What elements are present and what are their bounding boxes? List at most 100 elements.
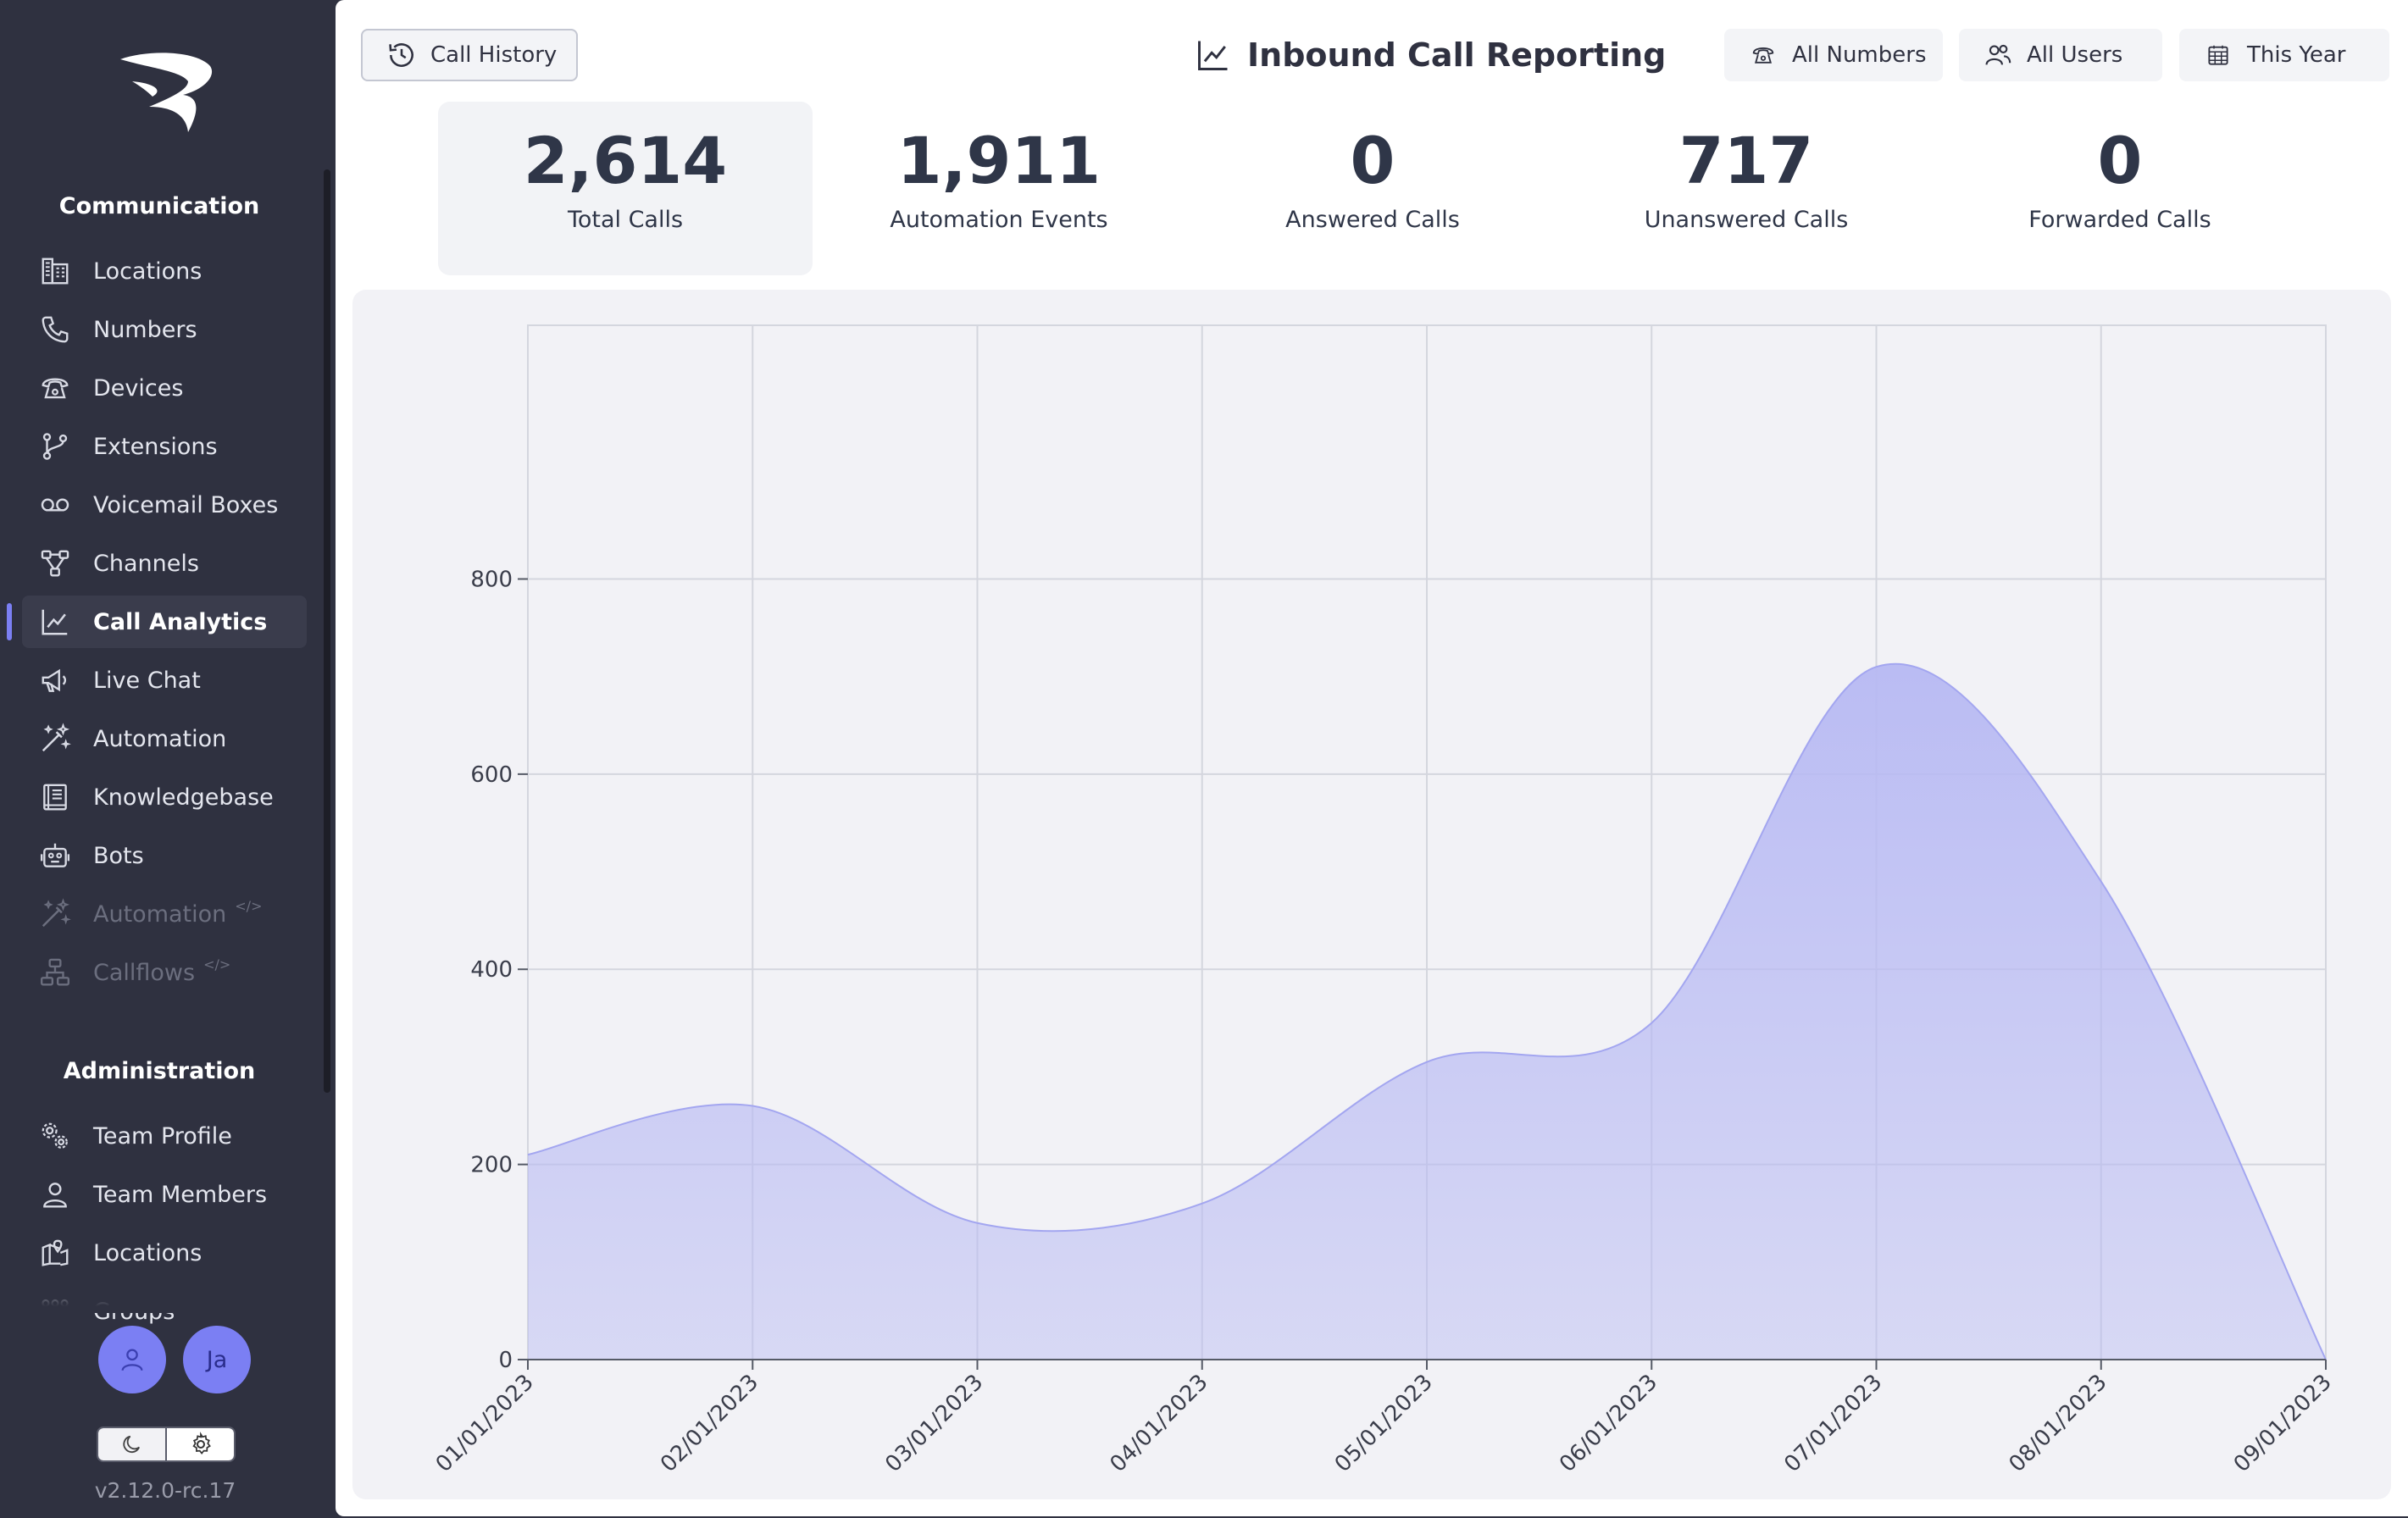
line-chart-icon [39,605,78,639]
stat-label: Answered Calls [1285,206,1460,233]
desk-phone-icon [1746,38,1780,72]
section-title-communication: Communication [58,193,260,219]
sidebar-item-label: Channels [93,550,199,577]
y-tick-label: 400 [470,957,513,983]
y-tick-label: 0 [498,1348,513,1373]
book-icon [39,780,78,814]
stat-value: 0 [2097,123,2143,198]
area-line [527,662,2327,1360]
theme-toggle[interactable] [97,1427,236,1462]
y-tick-label: 200 [470,1153,513,1178]
all-users-label: All Users [2027,42,2123,68]
sidebar-item-label: Automation [93,900,227,928]
stat-automation-events[interactable]: 1,911 Automation Events [812,102,1186,275]
git-branch-icon [39,429,78,463]
user-icon [39,1177,78,1211]
users-icon [1981,38,2015,72]
sidebar-item-devices[interactable]: Devices [22,362,307,414]
sidebar-item-label: Team Members [93,1181,268,1208]
sidebar: Communication Locations Numbers Devices Exte… [0,0,336,1518]
x-tick-label: 01/01/2023 [431,1370,539,1477]
stat-label: Automation Events [890,206,1108,233]
stat-value: 0 [1350,123,1395,198]
main-panel: Call History Inbound Call Reporting All … [336,0,2408,1516]
sidebar-item-numbers[interactable]: Numbers [22,303,307,356]
sidebar-item-locations[interactable]: Locations [22,1227,307,1279]
nav-scroll-fade [0,1279,322,1313]
all-numbers-label: All Numbers [1792,42,1927,68]
x-tick-label: 03/01/2023 [880,1370,988,1477]
sidebar-item-bots[interactable]: Bots [22,829,307,882]
team-avatar[interactable]: Ja [183,1326,251,1393]
sidebar-item-automation[interactable]: Automation [22,712,307,765]
magic-wand-icon [39,897,78,931]
sidebar-item-label: Knowledgebase [93,784,274,811]
sidebar-item-channels[interactable]: Channels [22,537,307,590]
this-year-label: This Year [2247,42,2346,68]
magic-wand-icon [39,722,78,756]
stat-label: Unanswered Calls [1644,206,1849,233]
brand-logo[interactable] [115,47,217,139]
robot-icon [39,839,78,873]
sidebar-item-team-profile[interactable]: Team Profile [22,1110,307,1162]
x-tick-label: 05/01/2023 [1330,1370,1438,1477]
building-icon [39,254,78,288]
sidebar-item-label: Team Profile [93,1122,232,1150]
page-title-text: Inbound Call Reporting [1247,36,1667,74]
all-numbers-filter[interactable]: All Numbers [1724,29,1943,81]
line-chart-icon [1195,36,1232,74]
sidebar-item-knowledgebase[interactable]: Knowledgebase [22,771,307,823]
cogs-icon [39,1119,78,1153]
sidebar-item-extensions[interactable]: Extensions [22,420,307,473]
call-history-label: Call History [430,42,558,68]
x-tick-label: 09/01/2023 [2229,1370,2337,1477]
dark-mode-option[interactable] [98,1428,165,1460]
sidebar-item-label: Devices [93,374,184,402]
active-nav-indicator [7,603,12,640]
phone-icon [39,313,78,346]
all-users-filter[interactable]: All Users [1959,29,2162,81]
sitemap-icon [39,956,78,989]
dev-code-tag: </> [203,956,231,972]
stat-unanswered-calls[interactable]: 717 Unanswered Calls [1559,102,1934,275]
sidebar-item-label: Numbers [93,316,197,343]
sidebar-item-label: Locations [93,1239,203,1266]
sidebar-item-voicemail-boxes[interactable]: Voicemail Boxes [22,479,307,531]
system-theme-option[interactable] [167,1428,234,1460]
stat-label: Forwarded Calls [2028,206,2211,233]
call-history-button[interactable]: Call History [361,29,578,81]
sidebar-item-live-chat[interactable]: Live Chat [22,654,307,706]
sidebar-item-automation-dev: Automation </> [22,888,307,940]
call-analytics-chart: 0 200 400 600 800 01/01/2023 02/01/2023 03/01/2… [352,290,2391,1499]
stat-total-calls[interactable]: 2,614 Total Calls [438,102,813,275]
stat-answered-calls[interactable]: 0 Answered Calls [1185,102,1560,275]
app-version: v2.12.0-rc.17 [94,1478,236,1503]
sidebar-item-label: Callflows [93,959,196,986]
x-tick-label: 02/01/2023 [656,1370,763,1477]
user-icon [121,1349,143,1371]
user-avatar[interactable] [98,1326,166,1393]
calendar-icon [2201,38,2235,72]
moon-icon [122,1435,140,1454]
stat-value: 717 [1678,123,1814,198]
x-tick-label: 04/01/2023 [1106,1370,1213,1477]
y-tick-label: 800 [470,567,513,592]
map-icon [39,1236,78,1270]
sidebar-item-label: Automation [93,725,227,752]
share-nodes-icon [39,546,78,580]
gear-icon [191,1432,211,1455]
sidebar-scrollbar[interactable] [324,169,330,1093]
megaphone-icon [39,663,78,697]
sidebar-item-label: Live Chat [93,667,201,694]
y-tick-label: 600 [470,762,513,788]
sidebar-item-locations[interactable]: Locations [22,245,307,297]
sidebar-item-call-analytics[interactable]: Call Analytics [22,596,307,648]
dev-code-tag: </> [235,897,263,914]
this-year-filter[interactable]: This Year [2179,29,2389,81]
history-icon [385,38,419,72]
area-fill [528,663,2326,1360]
stat-forwarded-calls[interactable]: 0 Forwarded Calls [1933,102,2307,275]
sidebar-item-team-members[interactable]: Team Members [22,1168,307,1221]
page-title: Inbound Call Reporting [1195,30,1666,80]
area-chart: 0 200 400 600 800 01/01/2023 02/01/2023 03/01/2… [431,324,2337,1477]
